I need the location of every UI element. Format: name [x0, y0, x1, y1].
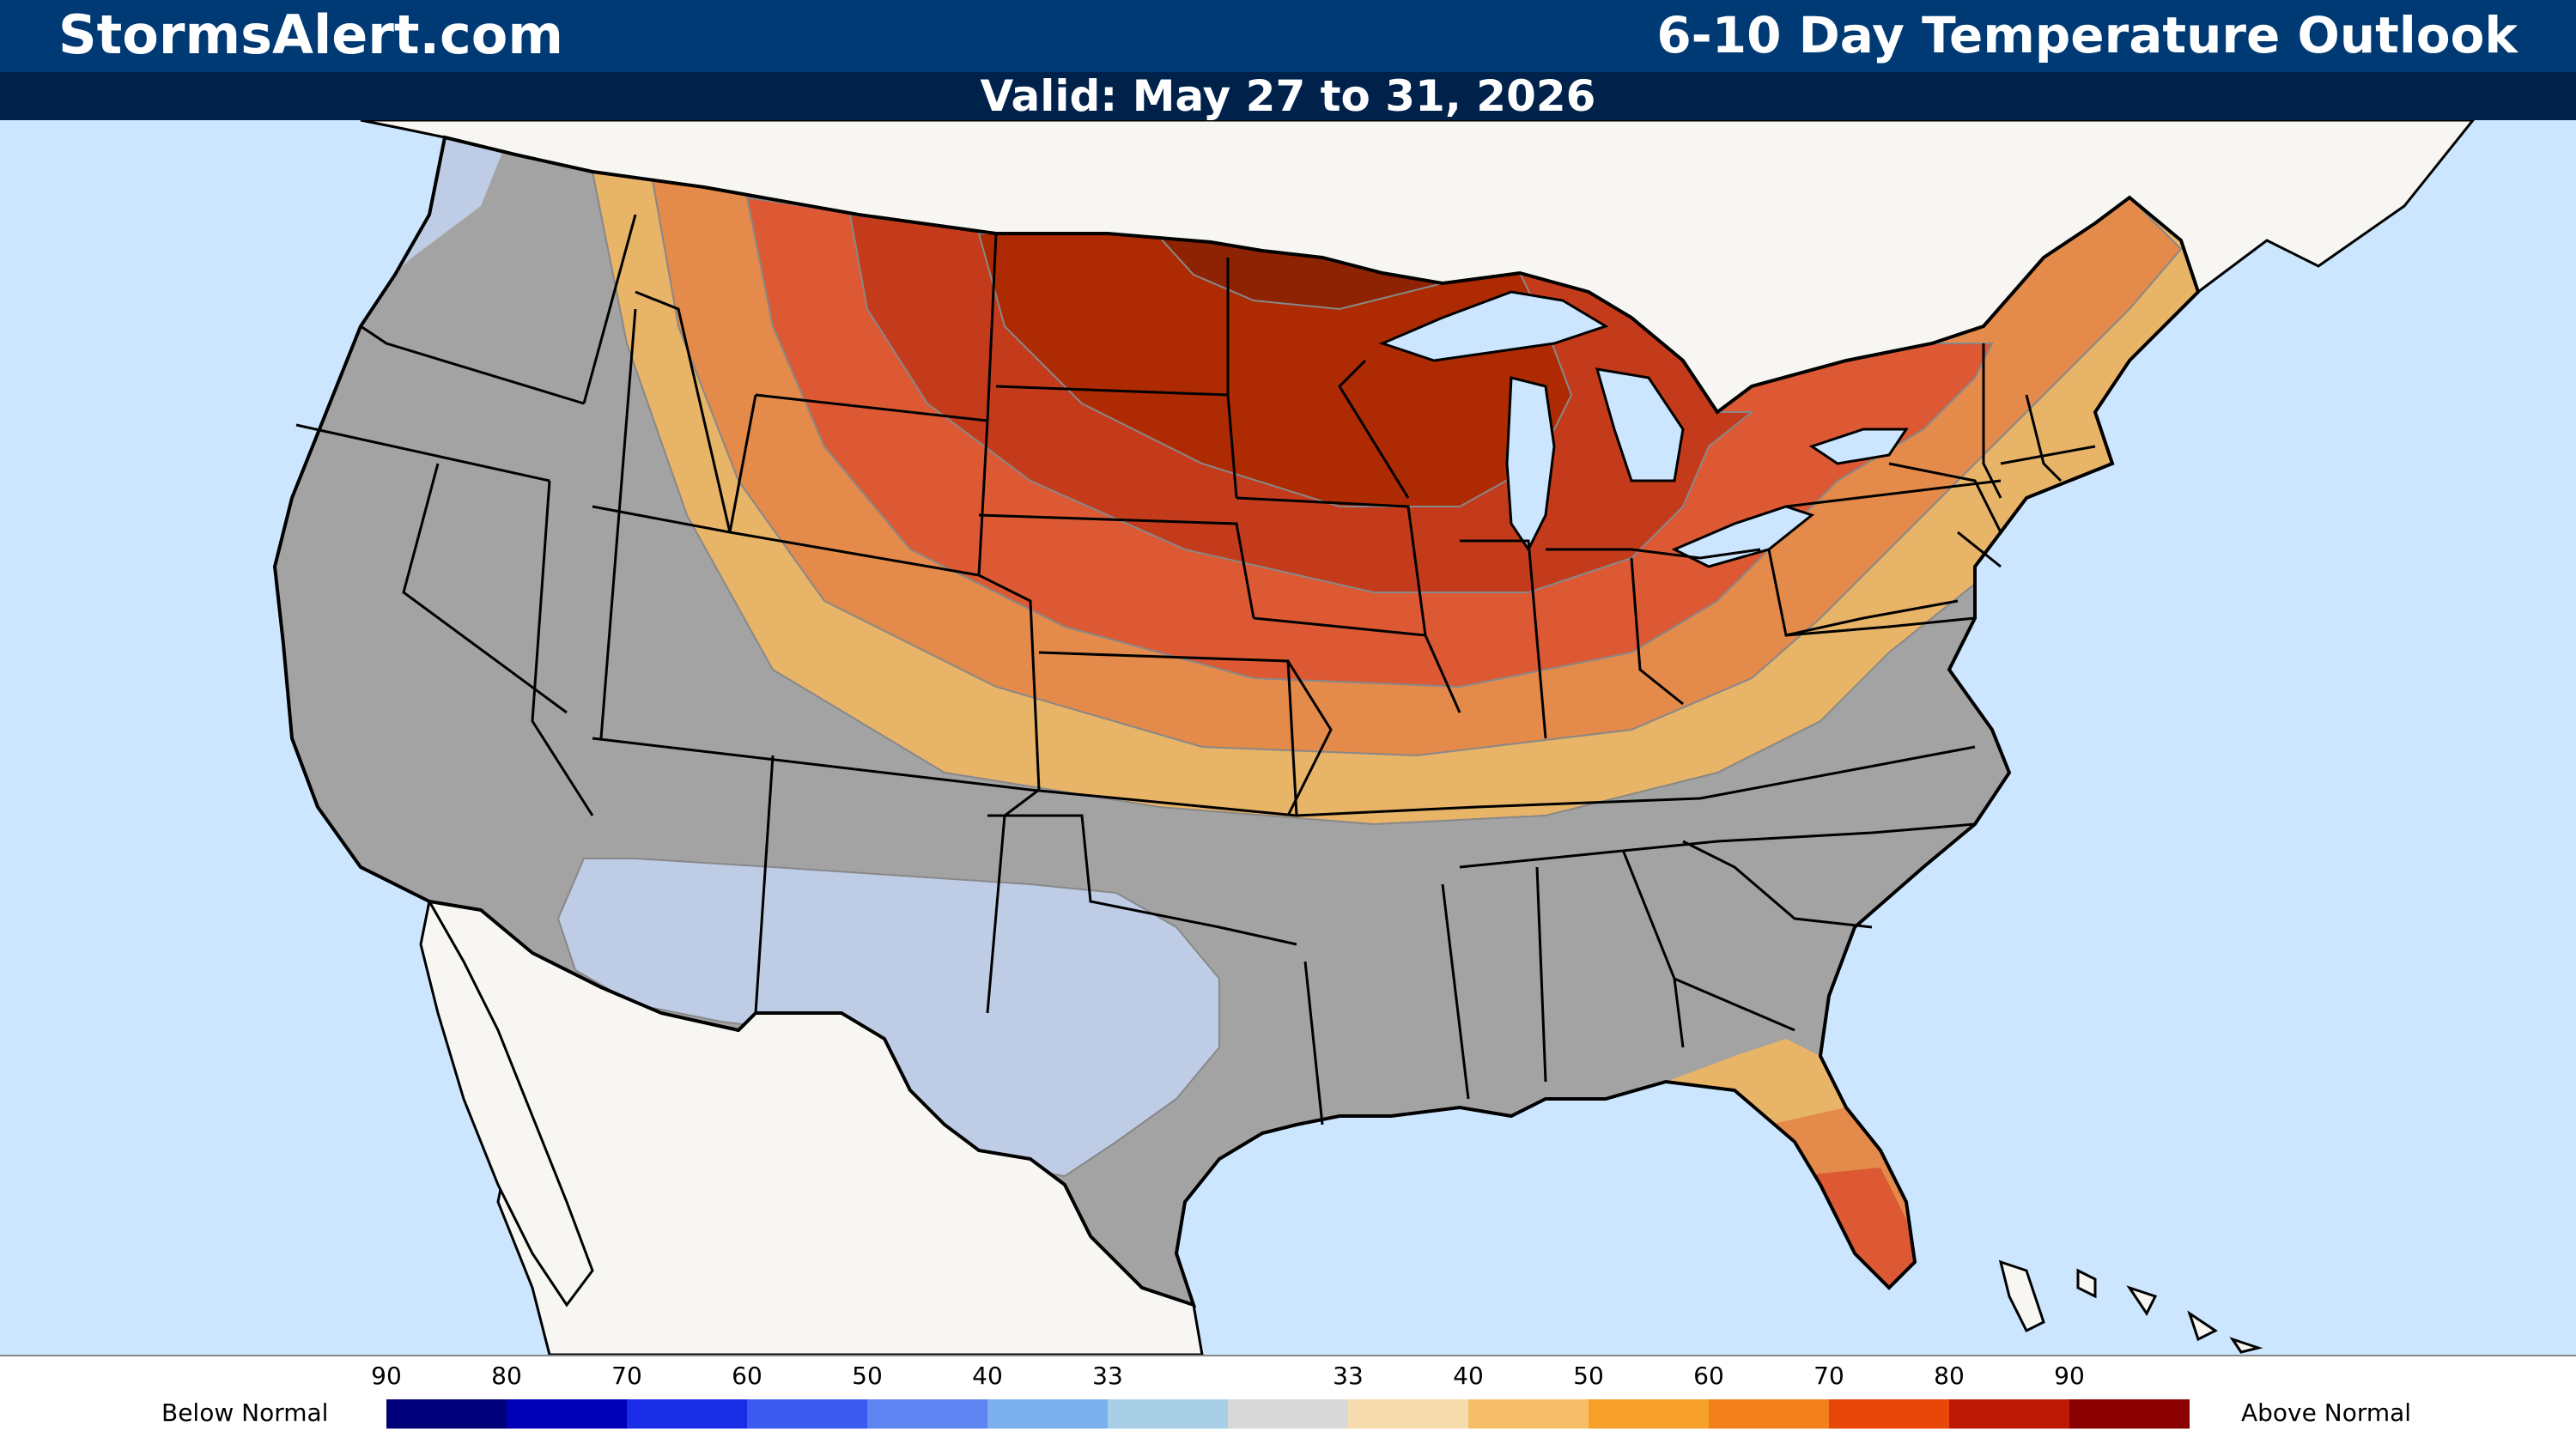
legend-tick-above: 60: [1693, 1362, 1724, 1390]
legend-tick-below: 33: [1092, 1362, 1123, 1390]
legend-tick-above: 33: [1333, 1362, 1364, 1390]
site-title[interactable]: StormsAlert.com: [58, 3, 563, 66]
valid-dates: Valid: May 27 to 31, 2026: [0, 72, 2576, 120]
legend-tick-above: 40: [1453, 1362, 1484, 1390]
legend-swatch: [1348, 1399, 1468, 1429]
legend-swatch: [1709, 1399, 1829, 1429]
legend-tick-above: 90: [2054, 1362, 2085, 1390]
legend-swatch: [1468, 1399, 1589, 1429]
below-normal-label: Below Normal: [161, 1398, 329, 1427]
legend-tick-below: 80: [491, 1362, 522, 1390]
legend-tick-below: 90: [371, 1362, 402, 1390]
above-normal-label: Above Normal: [2241, 1398, 2412, 1427]
legend-color-bar: [386, 1399, 2190, 1429]
baja-california: [419, 897, 594, 1307]
legend-swatch: [1829, 1399, 1949, 1429]
lake-superior: [1378, 290, 1609, 362]
outlook-map: [0, 120, 2576, 1355]
legend-swatch: [386, 1399, 507, 1429]
legend-tick-below: 70: [611, 1362, 642, 1390]
legend-swatch: [507, 1399, 627, 1429]
bahamas-islands: [1998, 1259, 2263, 1354]
legend-swatch: [1589, 1399, 1709, 1429]
great-lakes: [1378, 290, 1909, 568]
legend-tick-above: 50: [1573, 1362, 1604, 1390]
legend-swatch: [987, 1399, 1108, 1429]
legend-swatch: [867, 1399, 987, 1429]
legend-swatch: [747, 1399, 867, 1429]
probability-legend: 90 80 70 60 50 40 33 33 40 50 60 70 80 90 Below Norma…: [0, 1355, 2576, 1444]
legend-tick-below: 40: [972, 1362, 1003, 1390]
legend-swatch: [1108, 1399, 1228, 1429]
legend-swatch: [2069, 1399, 2190, 1429]
us-outline: [272, 135, 2201, 1308]
state-borders: [295, 214, 2096, 1125]
lake-ontario: [1808, 428, 1909, 465]
legend-tick-above: 70: [1814, 1362, 1844, 1390]
legend-swatch: [627, 1399, 747, 1429]
product-title: 6-10 Day Temperature Outlook: [1656, 6, 2518, 64]
lake-huron: [1595, 367, 1685, 482]
below-normal-southwest: [556, 858, 1220, 1178]
legend-tick-below: 60: [732, 1362, 762, 1390]
header-bar: StormsAlert.com 6-10 Day Temperature Out…: [0, 0, 2576, 72]
legend-swatch: [1228, 1399, 1348, 1429]
lake-erie: [1671, 505, 1815, 568]
legend-swatch: [1949, 1399, 2069, 1429]
lake-michigan: [1505, 376, 1556, 552]
legend-tick-above: 80: [1934, 1362, 1965, 1390]
legend-tick-below: 50: [852, 1362, 883, 1390]
